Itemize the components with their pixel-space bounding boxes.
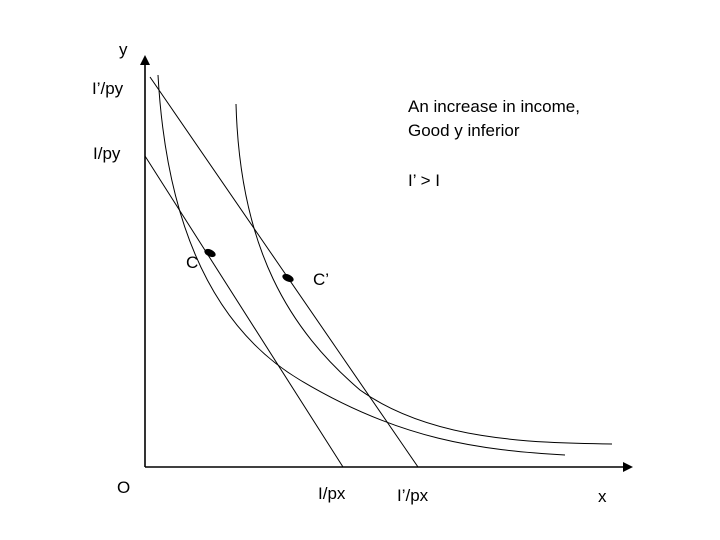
y-intercept-original-label: I/py — [93, 144, 121, 163]
x-intercept-original-label: I/px — [318, 484, 346, 503]
point-c-prime-label: C’ — [313, 270, 330, 289]
budget-line-new — [149, 76, 419, 468]
indifference-curve-new — [235, 103, 613, 445]
point-c-marker — [204, 248, 216, 258]
annotation-line-1: An increase in income, — [408, 97, 580, 116]
point-c-prime-marker — [282, 273, 294, 283]
x-intercept-new-label: I’/px — [397, 486, 429, 505]
origin-label: O — [117, 478, 131, 497]
indifference-curve-original — [157, 74, 566, 456]
point-c-label: C — [186, 253, 199, 272]
budget-line-original — [144, 155, 344, 468]
x-axis-label: x — [598, 487, 607, 506]
annotation-line-2: Good y inferior — [408, 121, 520, 140]
y-intercept-new-label: I’/py — [92, 79, 124, 98]
annotation-line-3: I’ > I — [408, 171, 440, 190]
y-axis-label: y — [119, 40, 128, 59]
